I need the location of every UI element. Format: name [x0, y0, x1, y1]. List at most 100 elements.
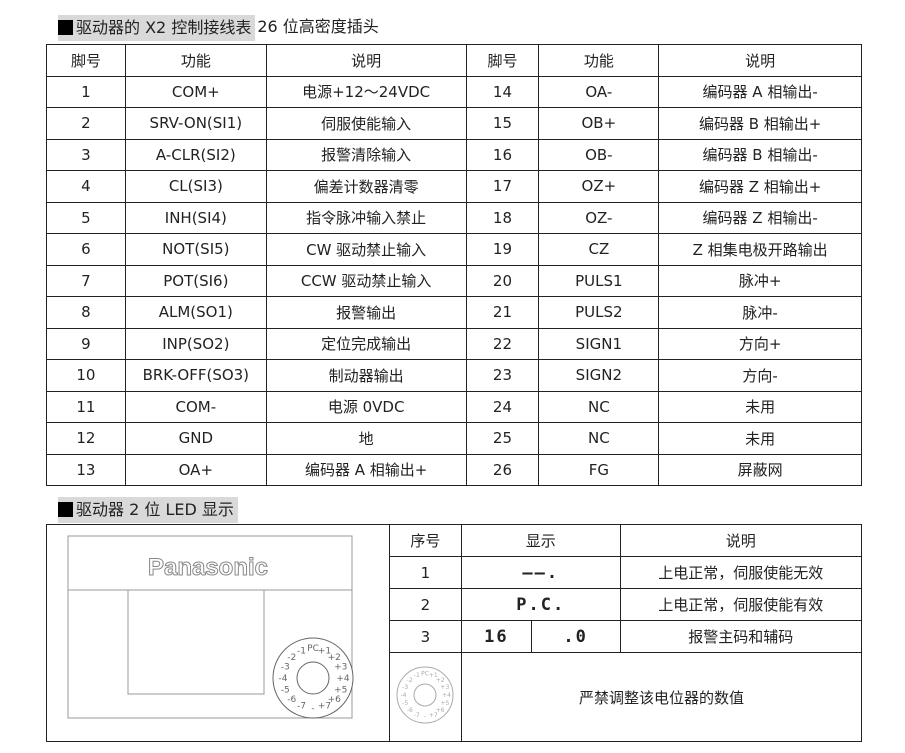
desc-cell: 地 — [265, 422, 467, 455]
pin-cell: 16 — [465, 138, 540, 171]
dial-label: -2 — [407, 677, 413, 684]
pin-cell: 18 — [465, 201, 540, 234]
function-cell: ALM(SO1) — [124, 296, 267, 329]
dial-label: +4 — [336, 674, 350, 684]
section-title-text: 驱动器的 X2 控制接线表 — [76, 18, 252, 37]
dial-label: +3 — [334, 663, 347, 673]
pin-cell: 22 — [465, 327, 540, 360]
dial-label: -5 — [403, 700, 409, 707]
table-row: 4 CL(SI3) 偏差计数器清零 17 OZ+ 编码器 Z 相输出+ — [46, 170, 862, 203]
desc-cell: 脉冲- — [658, 296, 862, 329]
table-row: PC +1 +2 +3 +4 +5 +6 +7- -7 -6 -5 -4 -3 -2 -1 严禁调整该电位器… — [47, 652, 863, 742]
desc-cell: 脉冲+ — [658, 264, 862, 297]
pin-cell: 20 — [465, 264, 540, 297]
bullet-square-icon — [58, 502, 73, 517]
header-display: 显示 — [460, 524, 621, 557]
table-row: 7 POT(SI6) CCW 驱动禁止输入 20 PULS1 脉冲+ — [46, 264, 862, 297]
desc-cell: 制动器输出 — [265, 359, 467, 392]
pin-cell: 10 — [46, 359, 126, 392]
driver-panel-image: Panasonic PC +1 +2 +3 +4 +5 +6 +7- -7 -6 -5 -4 -3 -2-… — [46, 524, 390, 742]
function-cell: OZ+ — [538, 170, 660, 203]
function-cell: OA- — [538, 75, 660, 108]
led-display: P.C. — [460, 588, 621, 621]
dial-label: - — [311, 704, 314, 714]
dial-label: -3 — [281, 663, 290, 673]
rotary-dial-icon: PC+1+2+3+4+5+6+7--7-6-5-4-3-2-1 — [272, 637, 354, 719]
function-cell: POT(SI6) — [124, 264, 267, 297]
desc-cell: 指令脉冲输入禁止 — [265, 201, 467, 234]
pin-cell: 6 — [46, 233, 126, 266]
pin-cell: 15 — [465, 107, 540, 140]
dial-label: - — [424, 714, 426, 721]
header-cell: 说明 — [658, 44, 862, 77]
row-desc: 上电正常，伺服使能有效 — [619, 588, 863, 621]
desc-cell: 报警输出 — [265, 296, 467, 329]
table-row: 1 ——. 上电正常，伺服使能无效 — [47, 556, 863, 589]
desc-cell: Z 相集电极开路输出 — [658, 233, 862, 266]
pin-cell: 4 — [46, 170, 126, 203]
table-row: 2 SRV-ON(SI1) 伺服使能输入 15 OB+ 编码器 B 相输出+ — [46, 107, 862, 140]
desc-cell: 编码器 Z 相输出- — [658, 201, 862, 234]
desc-cell: 方向- — [658, 359, 862, 392]
desc-cell: 未用 — [658, 422, 862, 455]
function-cell: PULS1 — [538, 264, 660, 297]
table-row: 8 ALM(SO1) 报警输出 21 PULS2 脉冲- — [46, 296, 862, 329]
header-cell: 说明 — [265, 44, 467, 77]
dial-label: -7 — [297, 702, 306, 712]
table-row: 12 GND 地 25 NC 未用 — [46, 422, 862, 455]
desc-cell: 屏蔽网 — [658, 453, 862, 486]
rotary-dial-small-icon: PC +1+2+3+4+5+6+7--7-6-5-4-3-2-1 — [396, 666, 454, 724]
dial-label: -1 — [297, 646, 306, 656]
dial-label: -6 — [407, 707, 413, 714]
desc-cell: 电源 0VDC — [265, 390, 467, 423]
driver-panel-drawing: Panasonic PC+1+2+3+4+5+6+7--7-6-5-4-3-2-… — [67, 535, 354, 719]
function-cell: NC — [538, 422, 660, 455]
pin-cell: 23 — [465, 359, 540, 392]
desc-cell: 报警清除输入 — [265, 138, 467, 171]
desc-cell: 编码器 A 相输出- — [658, 75, 862, 108]
function-cell: NOT(SI5) — [124, 233, 267, 266]
dial-label: +4 — [442, 692, 451, 699]
pin-cell: 21 — [465, 296, 540, 329]
dial-label: -2 — [287, 653, 296, 663]
pin-cell: 2 — [46, 107, 126, 140]
function-cell: COM- — [124, 390, 267, 423]
dial-label: +7 — [318, 702, 331, 712]
section-title-text: 驱动器 2 位 LED 显示 — [76, 500, 234, 519]
pin-cell: 14 — [465, 75, 540, 108]
led-display: ——. — [460, 556, 621, 589]
small-dial-cell: PC +1 +2 +3 +4 +5 +6 +7- -7 -6 -5 -4 -3 -2 -1 — [388, 652, 462, 742]
function-cell: INP(SO2) — [124, 327, 267, 360]
pin-cell: 12 — [46, 422, 126, 455]
bullet-square-icon — [58, 20, 73, 35]
function-cell: OA+ — [124, 453, 267, 486]
dial-label: PC — [307, 644, 319, 654]
function-cell: A-CLR(SI2) — [124, 138, 267, 171]
function-cell: SIGN2 — [538, 359, 660, 392]
table-row: 2 P.C. 上电正常，伺服使能有效 — [47, 588, 863, 621]
desc-cell: 编码器 A 相输出+ — [265, 453, 467, 486]
table-row: 6 NOT(SI5) CW 驱动禁止输入 19 CZ Z 相集电极开路输出 — [46, 233, 862, 266]
header-cell: 脚号 — [46, 44, 126, 77]
desc-cell: 伺服使能输入 — [265, 107, 467, 140]
desc-cell: 电源+12～24VDC — [265, 75, 467, 108]
desc-cell: 方向+ — [658, 327, 862, 360]
dial-label: -4 — [278, 674, 287, 684]
dial-label: +6 — [436, 707, 445, 714]
panasonic-logo: Panasonic — [148, 554, 268, 581]
dial-label: -5 — [281, 685, 290, 695]
function-cell: INH(SI4) — [124, 201, 267, 234]
table-row: 3 A-CLR(SI2) 报警清除输入 16 OB- 编码器 B 相输出- — [46, 138, 862, 171]
dial-label: +5 — [441, 700, 450, 707]
pin-cell: 9 — [46, 327, 126, 360]
desc-cell: CCW 驱动禁止输入 — [265, 264, 467, 297]
desc-cell: CW 驱动禁止输入 — [265, 233, 467, 266]
table-row: 3 16 .0 报警主码和辅码 — [47, 620, 863, 653]
led-display-table: Panasonic PC +1 +2 +3 +4 +5 +6 +7- -7 -6 -5 -4 -3 -2-… — [46, 524, 863, 742]
desc-cell: 编码器 B 相输出- — [658, 138, 862, 171]
function-cell: COM+ — [124, 75, 267, 108]
header-cell: 功能 — [538, 44, 660, 77]
desc-cell: 编码器 Z 相输出+ — [658, 170, 862, 203]
dial-label: -6 — [287, 695, 296, 705]
function-cell: OB+ — [538, 107, 660, 140]
